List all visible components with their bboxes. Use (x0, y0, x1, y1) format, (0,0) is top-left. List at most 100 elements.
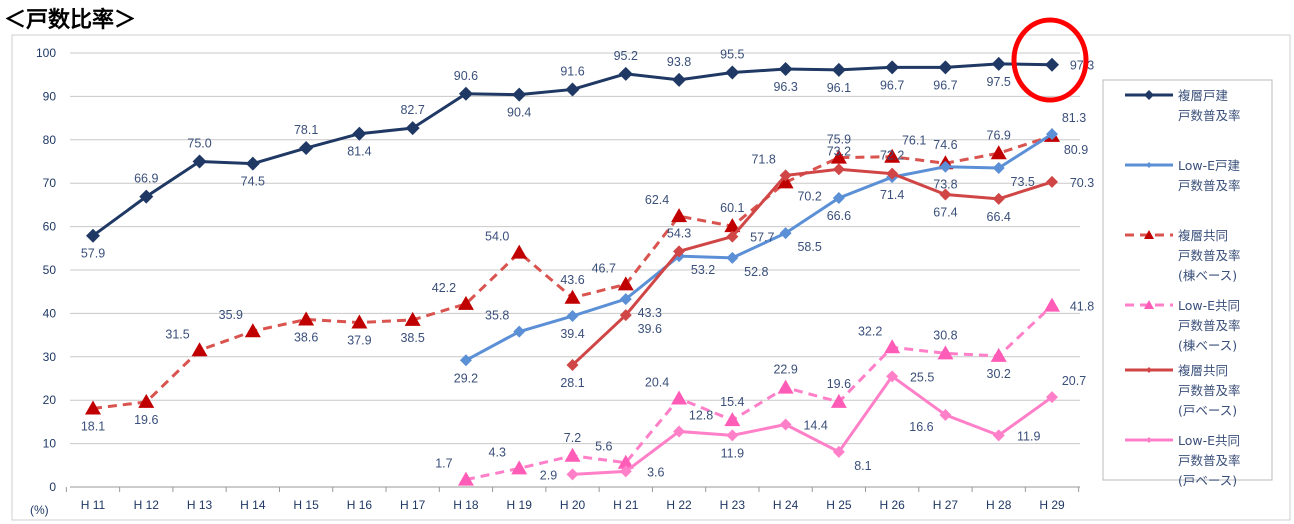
y-tick-label: 70 (43, 176, 57, 190)
data-label: 66.9 (134, 172, 158, 186)
x-tick-label: H 16 (347, 498, 373, 512)
x-tick-label: H 23 (720, 498, 746, 512)
data-label: 90.6 (454, 69, 478, 83)
data-point-diamond (512, 87, 527, 102)
data-label: 73.5 (1011, 175, 1035, 189)
legend-label: 戸数普及率 (1178, 318, 1241, 333)
data-label: 14.4 (803, 419, 827, 433)
data-label: 57.9 (81, 247, 105, 261)
data-label: 11.9 (1017, 429, 1040, 443)
data-label: 58.5 (797, 240, 821, 254)
data-label: 78.1 (294, 123, 318, 137)
data-label: 30.2 (987, 367, 1011, 381)
data-label: 73.2 (827, 144, 851, 158)
legend-label: 戸数普及率 (1178, 178, 1241, 193)
data-label: 80.9 (1064, 143, 1088, 157)
data-label: 19.6 (827, 377, 851, 391)
data-label: 42.2 (432, 281, 456, 295)
data-label: 8.1 (854, 459, 871, 473)
data-point-diamond (673, 425, 686, 438)
data-point-diamond (459, 354, 472, 367)
data-label: 91.6 (560, 64, 584, 78)
data-point-diamond (299, 141, 314, 156)
data-point-triangle (671, 390, 688, 405)
data-point-diamond (939, 160, 952, 173)
x-tick-label: H 17 (400, 498, 426, 512)
legend-marker (1146, 437, 1152, 443)
data-label: 3.6 (647, 465, 664, 479)
data-point-diamond (1046, 128, 1058, 141)
y-tick-label: 60 (43, 220, 57, 234)
data-point-diamond (779, 418, 792, 431)
data-label: 76.9 (987, 128, 1011, 142)
data-label: 71.4 (880, 188, 904, 202)
y-tick-label: 50 (43, 263, 57, 277)
data-point-triangle (724, 412, 741, 427)
data-label: 22.9 (773, 363, 797, 377)
data-point-diamond (832, 191, 845, 204)
data-label: 35.9 (219, 308, 243, 322)
data-label: 38.6 (294, 330, 318, 344)
data-point-diamond (352, 126, 367, 141)
data-point-triangle (990, 145, 1007, 160)
data-label: 75.0 (187, 137, 211, 151)
series-line (571, 167, 1053, 367)
legend-label: 複層戸建 (1178, 88, 1229, 103)
data-point-diamond (405, 121, 420, 136)
data-point-diamond (619, 293, 632, 306)
data-point-triangle (457, 471, 474, 486)
data-point-triangle (884, 339, 901, 354)
data-label: 93.8 (667, 55, 691, 69)
data-point-diamond (672, 72, 687, 87)
data-label: 32.2 (858, 324, 882, 338)
x-tick-label: H 13 (187, 498, 213, 512)
data-label: 1.7 (435, 457, 452, 471)
data-point-triangle (990, 347, 1007, 362)
x-tick-label: H 15 (293, 498, 319, 512)
data-point-triangle (138, 393, 155, 408)
data-point-diamond (566, 468, 579, 481)
data-label: 4.3 (489, 445, 506, 459)
data-label: 38.5 (400, 331, 424, 345)
data-point-diamond (885, 60, 900, 75)
data-point-diamond (939, 188, 952, 201)
y-tick-label: 10 (43, 437, 57, 451)
x-tick-label: H 27 (933, 498, 959, 512)
x-tick-label: H 18 (453, 498, 479, 512)
legend-label: Low-E共同 (1178, 298, 1240, 313)
data-point-diamond (619, 465, 632, 478)
data-label: 97.5 (987, 75, 1011, 89)
y-axis-label: (%) (30, 503, 49, 517)
data-label: 74.6 (933, 138, 957, 152)
data-point-triangle (404, 311, 421, 326)
highlight-circle (1011, 17, 1089, 103)
data-label: 43.6 (560, 273, 584, 287)
data-point-triangle (298, 311, 315, 326)
data-label: 30.8 (933, 328, 957, 342)
data-point-diamond (992, 162, 1005, 175)
data-point-diamond (992, 192, 1005, 205)
chart-title: ＜戸数比率＞ (4, 8, 137, 33)
legend-label: 戸数普及率 (1178, 383, 1241, 398)
legend-marker (1146, 367, 1152, 373)
legend-label: (棟ベース) (1178, 268, 1237, 283)
data-label: 81.4 (347, 145, 371, 159)
legend-marker (1144, 300, 1154, 309)
data-point-diamond (886, 370, 899, 383)
x-tick-label: H 24 (773, 498, 799, 512)
data-point-triangle (457, 295, 474, 310)
data-label: 96.1 (827, 81, 851, 95)
x-tick-label: H 21 (613, 498, 639, 512)
data-label: 90.4 (507, 106, 531, 120)
legend-box (1102, 79, 1273, 481)
legend-label: 戸数普及率 (1178, 108, 1241, 123)
x-tick-label: H 28 (986, 498, 1012, 512)
data-label: 43.3 (638, 306, 662, 320)
data-point-diamond (779, 227, 792, 240)
data-point-diamond (139, 189, 154, 204)
data-point-triangle (884, 148, 901, 163)
y-tick-label: 30 (43, 350, 57, 364)
data-point-triangle (937, 345, 954, 360)
series-line (465, 304, 1054, 482)
